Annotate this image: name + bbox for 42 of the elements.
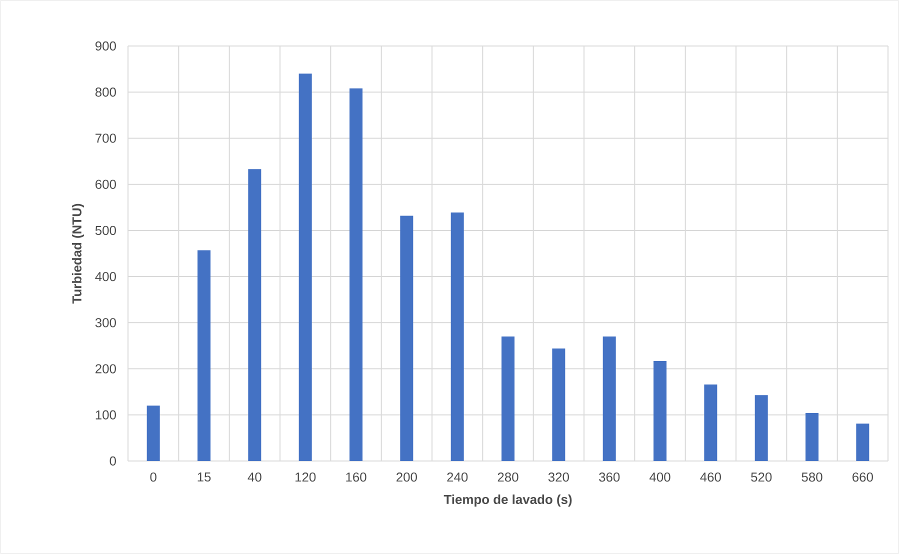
x-tick-label: 200 [396,472,417,482]
bar [350,88,363,461]
y-tick-label: 900 [95,41,116,51]
x-tick-label: 460 [700,472,721,482]
y-tick-label: 800 [95,88,116,97]
bar [502,336,515,461]
x-tick-label: 120 [296,472,316,482]
bar [198,250,211,461]
bar [754,395,768,461]
x-tick-label: 400 [650,472,670,482]
bar [552,348,566,461]
x-tick-label: 660 [852,472,873,482]
x-tick-label: 40 [248,472,262,482]
x-tick-label: 280 [498,472,518,482]
x-tick-label: 580 [802,472,822,482]
y-tick-label: 600 [96,180,116,189]
bar [704,384,718,461]
x-tick-label: 520 [751,472,772,482]
y-tick-label: 300 [95,318,116,328]
x-axis-title: Tiempo de lavado (s) [444,494,572,507]
bar [146,406,160,461]
y-tick-label: 700 [96,134,116,143]
x-tick-label: 320 [548,472,569,482]
y-tick-label: 0 [110,456,116,466]
y-tick-label: 100 [96,410,116,420]
bar [248,169,262,461]
y-tick-label: 500 [95,226,116,236]
bar [450,212,464,461]
x-tick-label: 15 [198,472,211,482]
x-tick-label: 360 [599,472,620,482]
bar [654,360,667,461]
bar [400,216,414,461]
bar [602,336,616,461]
x-tick-label: 0 [150,472,156,482]
bar [298,74,312,461]
bar [856,424,870,461]
y-tick-label: 200 [96,364,116,374]
x-tick-label: 160 [346,472,366,482]
y-tick-label: 400 [95,272,116,282]
x-tick-label: 240 [447,472,468,482]
y-axis-title: Turbiedad (NTU) [72,204,84,304]
bar [806,413,819,461]
